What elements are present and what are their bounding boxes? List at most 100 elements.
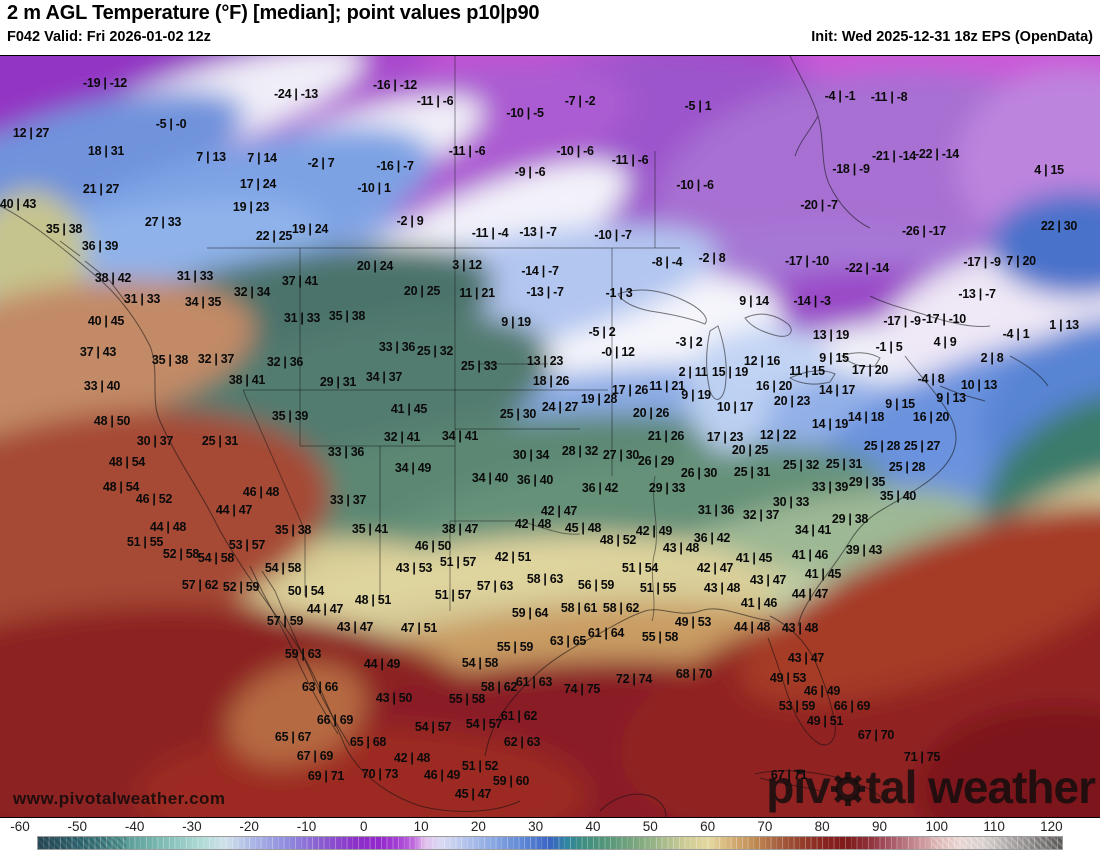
colorbar-tick: 90 — [871, 819, 888, 834]
point-value-label: 44 | 49 — [363, 657, 401, 671]
point-value-label: 12 | 16 — [743, 354, 781, 368]
point-value-label: -16 | -7 — [376, 159, 414, 173]
point-value-label: 2 | 8 — [980, 351, 1004, 365]
point-value-label: -1 | 5 — [875, 340, 903, 354]
point-value-label: 21 | 26 — [647, 429, 685, 443]
point-value-label: 38 | 47 — [441, 522, 479, 536]
colorbar-segments — [38, 837, 1062, 849]
point-value-label: 68 | 70 — [675, 667, 713, 681]
point-value-label: 34 | 40 — [471, 471, 509, 485]
point-value-label: 55 | 59 — [496, 640, 534, 654]
point-value-label: 32 | 36 — [266, 355, 304, 369]
point-value-label: 46 | 49 — [803, 684, 841, 698]
point-value-label: 34 | 41 — [794, 523, 832, 537]
point-value-label: 54 | 58 — [197, 551, 235, 565]
point-value-label: 35 | 38 — [45, 222, 83, 236]
point-value-label: 43 | 48 — [662, 541, 700, 555]
point-value-label: -11 | -6 — [611, 153, 649, 167]
point-value-label: 7 | 14 — [247, 151, 277, 165]
point-value-label: -0 | 12 — [601, 345, 635, 359]
point-value-label: 34 | 37 — [365, 370, 403, 384]
point-value-label: 9 | 14 — [739, 294, 769, 308]
point-value-label: 49 | 53 — [769, 671, 807, 685]
point-value-label: -3 | 2 — [675, 335, 703, 349]
point-value-label: 59 | 64 — [511, 606, 549, 620]
point-value-label: 51 | 54 — [621, 561, 659, 575]
colorbar-tick: 50 — [642, 819, 658, 834]
point-value-label: 3 | 12 — [452, 258, 482, 272]
point-value-label: 52 | 59 — [222, 580, 260, 594]
map-title: 2 m AGL Temperature (°F) [median]; point… — [7, 2, 540, 24]
point-value-label: -17 | -9 — [963, 255, 1001, 269]
point-value-label: -2 | 7 — [307, 156, 335, 170]
point-value-label: 32 | 41 — [383, 430, 421, 444]
point-value-label: 30 | 33 — [772, 495, 810, 509]
point-value-label: -4 | -1 — [824, 89, 856, 103]
point-value-label: 48 | 52 — [599, 533, 637, 547]
point-value-label: 10 | 17 — [716, 400, 754, 414]
point-value-label: -26 | -17 — [902, 224, 946, 238]
point-value-label: 42 | 51 — [494, 550, 532, 564]
point-value-label: 35 | 39 — [271, 409, 309, 423]
point-value-label: 74 | 75 — [563, 682, 601, 696]
point-value-label: 33 | 36 — [378, 340, 416, 354]
point-value-label: 4 | 15 — [1034, 163, 1064, 177]
point-value-label: 4 | 9 — [933, 335, 957, 349]
point-value-label: 57 | 63 — [476, 579, 514, 593]
point-value-label: 31 | 33 — [123, 292, 161, 306]
point-value-label: 30 | 37 — [136, 434, 174, 448]
point-value-label: 54 | 58 — [264, 561, 302, 575]
point-value-label: -1 | 3 — [605, 286, 633, 300]
point-value-label: 63 | 66 — [301, 680, 339, 694]
point-value-label: 17 | 23 — [706, 430, 744, 444]
point-value-label: 47 | 51 — [400, 621, 438, 635]
point-value-label: 70 | 73 — [361, 767, 399, 781]
point-value-label: 31 | 33 — [283, 311, 321, 325]
point-value-label: -11 | -6 — [448, 144, 486, 158]
colorbar-tick: 30 — [528, 819, 544, 834]
point-value-label: 20 | 26 — [632, 406, 670, 420]
point-value-label: 26 | 29 — [637, 454, 675, 468]
point-value-label: 69 | 71 — [307, 769, 345, 783]
point-value-label: 17 | 20 — [851, 363, 889, 377]
point-value-label: 44 | 47 — [215, 503, 253, 517]
point-value-label: 46 | 48 — [242, 485, 280, 499]
point-value-label: 46 | 49 — [423, 768, 461, 782]
colorbar-tick: -20 — [239, 819, 259, 834]
colorbar-hatch-left — [38, 837, 126, 849]
point-value-label: 30 | 34 — [512, 448, 550, 462]
point-value-label: -22 | -14 — [915, 147, 959, 161]
point-value-label: 43 | 48 — [703, 581, 741, 595]
colorbar-tick: 100 — [925, 819, 949, 834]
point-value-label: 36 | 42 — [693, 531, 731, 545]
colorbar-tick: 80 — [814, 819, 830, 834]
point-value-label: 2 | 11 — [678, 365, 708, 379]
point-value-label: 25 | 28 — [888, 460, 926, 474]
point-value-label: 9 | 13 — [936, 391, 966, 405]
temperature-colorbar — [37, 836, 1063, 850]
point-value-label: 14 | 18 — [847, 410, 885, 424]
point-value-label: 72 | 74 — [615, 672, 653, 686]
colorbar-tick: -30 — [182, 819, 202, 834]
point-value-label: 51 | 55 — [639, 581, 677, 595]
point-value-label: 11 | 21 — [459, 286, 495, 300]
point-value-label: 1 | 13 — [1049, 318, 1079, 332]
point-value-label: 13 | 19 — [812, 328, 850, 342]
colorbar-tick: 110 — [983, 819, 1005, 834]
point-value-label: 25 | 32 — [416, 344, 454, 358]
point-value-label: -5 | 1 — [684, 99, 712, 113]
point-value-label: 10 | 13 — [960, 378, 998, 392]
point-value-label: 41 | 45 — [390, 402, 428, 416]
colorbar-hatch-right — [932, 837, 1062, 849]
point-value-label: 53 | 59 — [778, 699, 816, 713]
colorbar-tick: 120 — [1040, 819, 1063, 834]
point-value-label: -10 | -5 — [506, 106, 544, 120]
point-value-label: 15 | 19 — [711, 365, 749, 379]
point-value-label: 41 | 46 — [740, 596, 778, 610]
point-value-label: 55 | 58 — [448, 692, 486, 706]
colorbar-tick: 60 — [700, 819, 716, 834]
point-value-label: 29 | 38 — [831, 512, 869, 526]
point-value-label: 33 | 37 — [329, 493, 367, 507]
point-value-label: 11 | 21 — [649, 379, 685, 393]
temperature-map: -19 | -12 -24 | -13 12 | 27 -5 | -0 18 | 31 7… — [0, 55, 1100, 818]
